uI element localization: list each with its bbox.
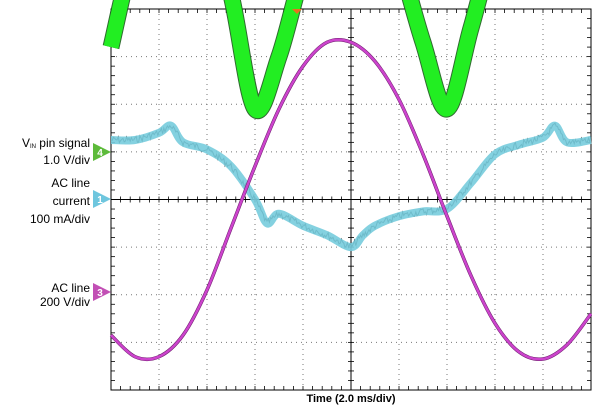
channel-4-marker-number: 4 (97, 148, 103, 159)
channel-1-marker (93, 190, 111, 208)
channel-4-scale: 1.0 V/div (43, 153, 90, 167)
channel-3-label: AC line 200 V/div (40, 281, 90, 309)
channel-1-marker-number: 1 (97, 195, 103, 206)
channel-4-name-suffix: pin signal (35, 136, 90, 150)
channel-1-name-line2: current (52, 194, 90, 208)
channel-1-name-line1: AC line (51, 176, 90, 190)
channel-markers: 4 1 3 (93, 9, 302, 301)
x-axis-label: Time (2.0 ms/div) (306, 393, 396, 405)
channel-3-name-line1: AC line (51, 281, 90, 295)
channel-1-scale: 100 mA/div (29, 212, 90, 226)
channel-3-trace (110, 38, 592, 361)
channel-3-scale: 200 V/div (39, 295, 90, 309)
channel-1-label: AC line current 100 mA/div (30, 174, 90, 228)
traces (102, 0, 592, 362)
channel-1-trace (110, 121, 592, 252)
channel-4-name-subscript: IN (29, 144, 36, 150)
channel-4-name-prefix: V (21, 136, 30, 150)
channel-3-marker (93, 283, 111, 301)
trigger-marker (292, 9, 302, 14)
channel-4-label: VIN pin signal 1.0 V/div (22, 136, 90, 167)
channel-4-marker (93, 143, 111, 161)
channel-3-marker-number: 3 (97, 288, 103, 299)
